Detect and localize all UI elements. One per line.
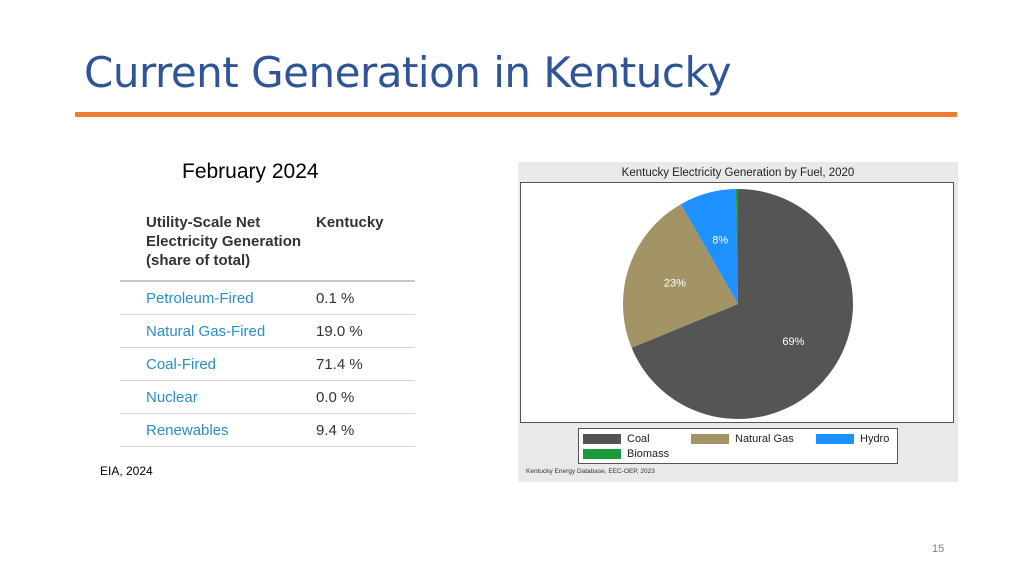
source-cell[interactable]: Coal-Fired — [120, 347, 308, 381]
legend-swatch — [691, 434, 729, 445]
value-cell: 0.0 % — [308, 380, 415, 414]
table-row: Nuclear 0.0 % — [120, 380, 415, 414]
legend-item-biomass: Biomass — [583, 448, 669, 460]
pie-slice-coal — [631, 189, 853, 419]
legend-swatch — [583, 434, 621, 445]
pie-slice-hydro — [680, 189, 738, 304]
legend-label: Coal — [627, 433, 650, 445]
table-row: Petroleum-Fired 0.1 % — [120, 281, 415, 315]
source-cell[interactable]: Renewables — [120, 413, 308, 447]
table-source-note: EIA, 2024 — [100, 464, 153, 478]
table-row: Renewables 9.4 % — [120, 413, 415, 447]
page-number: 15 — [932, 543, 945, 555]
chart-legend: Coal Natural Gas Hydro Biomass — [578, 428, 898, 464]
title-divider — [75, 112, 957, 117]
slice-label: 23% — [664, 277, 686, 289]
table-date: February 2024 — [182, 160, 319, 183]
legend-item-natural-gas: Natural Gas — [691, 433, 794, 445]
pie-chart: 69% 23% 8% — [623, 189, 853, 419]
value-cell: 71.4 % — [308, 347, 415, 381]
header-share: Utility-Scale Net Electricity Generation… — [120, 205, 308, 282]
value-cell: 19.0 % — [308, 314, 415, 348]
slice-label: 69% — [782, 336, 804, 348]
header-kentucky: Kentucky — [308, 205, 415, 282]
legend-label: Biomass — [627, 448, 670, 460]
table-row: Coal-Fired 71.4 % — [120, 347, 415, 381]
generation-table: Utility-Scale Net Electricity Generation… — [120, 205, 415, 447]
value-cell: 9.4 % — [308, 413, 415, 447]
legend-label: Hydro — [860, 433, 890, 445]
legend-item-coal: Coal — [583, 433, 650, 445]
legend-swatch — [816, 434, 854, 445]
legend-item-hydro: Hydro — [816, 433, 889, 445]
table-header-row: Utility-Scale Net Electricity Generation… — [120, 205, 415, 282]
slide-title: Current Generation in Kentucky — [84, 48, 732, 97]
pie-slice-natural-gas — [623, 204, 738, 348]
source-cell[interactable]: Natural Gas-Fired — [120, 314, 308, 348]
table-row: Natural Gas-Fired 19.0 % — [120, 314, 415, 348]
plot-area: 69% 23% 8% — [520, 182, 954, 423]
pie-slice-biomass — [735, 189, 738, 304]
source-cell[interactable]: Nuclear — [120, 380, 308, 414]
chart-title: Kentucky Electricity Generation by Fuel,… — [621, 167, 855, 179]
slice-label: 8% — [712, 235, 728, 247]
legend-label: Natural Gas — [735, 433, 794, 445]
legend-swatch — [583, 449, 621, 460]
pie-chart-panel: Kentucky Electricity Generation by Fuel,… — [518, 162, 958, 482]
value-cell: 0.1 % — [308, 281, 415, 315]
chart-credit: Kentucky Energy Database, EEC-OEP, 2023 — [526, 468, 655, 475]
source-cell[interactable]: Petroleum-Fired — [120, 281, 308, 315]
